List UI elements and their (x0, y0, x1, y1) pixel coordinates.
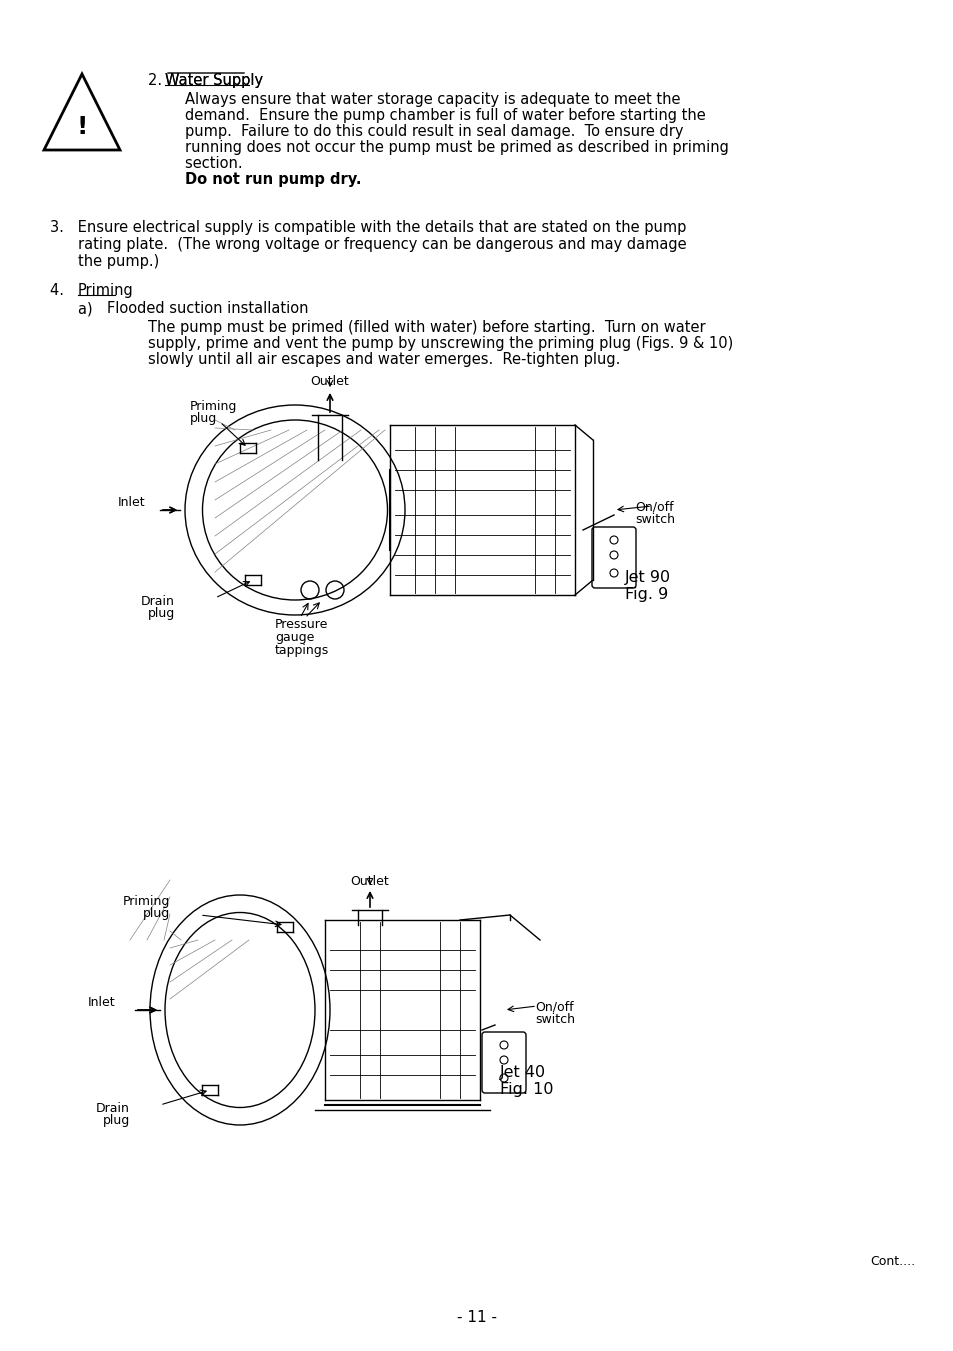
Text: Priming: Priming (190, 400, 237, 413)
Text: gauge: gauge (274, 631, 314, 644)
Text: Outlet: Outlet (311, 376, 349, 388)
Text: the pump.): the pump.) (78, 254, 159, 269)
Text: Priming: Priming (78, 282, 133, 299)
Text: Water Supply: Water Supply (165, 73, 263, 88)
Text: Flooded suction installation: Flooded suction installation (107, 301, 308, 316)
Text: Jet 40
Fig. 10: Jet 40 Fig. 10 (499, 1065, 553, 1097)
Text: !: ! (76, 115, 88, 139)
Text: The pump must be primed (filled with water) before starting.  Turn on water: The pump must be primed (filled with wat… (148, 320, 705, 335)
Text: a): a) (78, 301, 107, 316)
Text: Inlet: Inlet (88, 997, 115, 1009)
Text: section.: section. (185, 155, 252, 172)
Text: Outlet: Outlet (351, 875, 389, 888)
Text: On/off: On/off (635, 500, 673, 513)
Text: plug: plug (143, 907, 170, 920)
Text: Drain: Drain (141, 594, 174, 608)
Text: demand.  Ensure the pump chamber is full of water before starting the: demand. Ensure the pump chamber is full … (185, 108, 705, 123)
Text: Water Supply: Water Supply (165, 73, 263, 88)
Text: running does not occur the pump must be primed as described in priming: running does not occur the pump must be … (185, 141, 728, 155)
Text: slowly until all air escapes and water emerges.  Re-tighten plug.: slowly until all air escapes and water e… (148, 353, 619, 367)
Text: 3.   Ensure electrical supply is compatible with the details that are stated on : 3. Ensure electrical supply is compatibl… (50, 220, 685, 235)
Text: - 11 -: - 11 - (456, 1310, 497, 1325)
Text: Drain: Drain (96, 1102, 130, 1115)
Text: Priming: Priming (123, 894, 170, 908)
Text: plug: plug (103, 1115, 130, 1127)
Text: On/off: On/off (535, 1000, 573, 1013)
Text: 2.: 2. (148, 73, 172, 88)
Text: switch: switch (635, 513, 675, 526)
Text: Inlet: Inlet (117, 497, 145, 509)
Text: pump.  Failure to do this could result in seal damage.  To ensure dry: pump. Failure to do this could result in… (185, 124, 682, 139)
Text: Always ensure that water storage capacity is adequate to meet the: Always ensure that water storage capacit… (185, 92, 679, 107)
Text: Pressure: Pressure (274, 617, 328, 631)
Text: plug: plug (190, 412, 217, 426)
Text: Jet 90
Fig. 9: Jet 90 Fig. 9 (624, 570, 670, 603)
Text: supply, prime and vent the pump by unscrewing the priming plug (Figs. 9 & 10): supply, prime and vent the pump by unscr… (148, 336, 733, 351)
Text: tappings: tappings (274, 644, 329, 657)
Text: plug: plug (148, 607, 174, 620)
Text: switch: switch (535, 1013, 575, 1025)
Text: 4.: 4. (50, 282, 78, 299)
Text: Do not run pump dry.: Do not run pump dry. (185, 172, 361, 186)
Text: Cont....: Cont.... (869, 1255, 914, 1269)
Text: rating plate.  (The wrong voltage or frequency can be dangerous and may damage: rating plate. (The wrong voltage or freq… (78, 236, 686, 253)
